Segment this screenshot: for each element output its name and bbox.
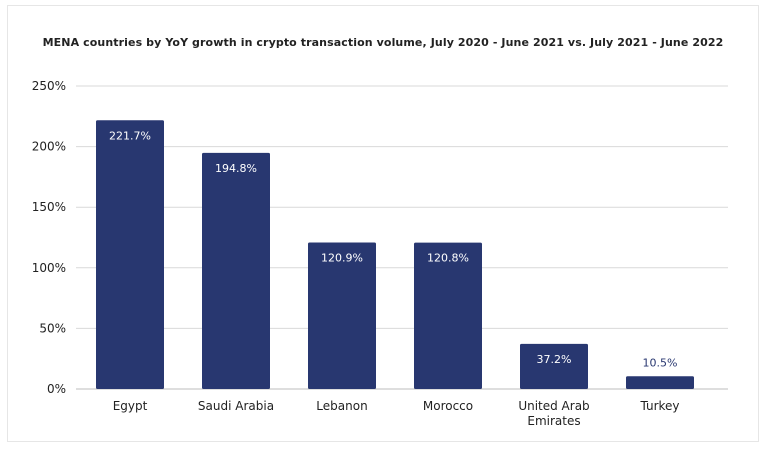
x-category-line: Lebanon xyxy=(316,399,367,413)
x-category-line: Emirates xyxy=(527,414,580,428)
bar xyxy=(626,376,694,389)
bar xyxy=(96,120,164,390)
y-tick-label: 0% xyxy=(47,382,66,396)
bars xyxy=(96,120,694,390)
gridlines xyxy=(76,85,728,390)
x-category-line: Turkey xyxy=(639,399,679,413)
data-labels: 221.7% 194.8% 120.9% 120.8% 37.2% 10.5% xyxy=(109,129,677,369)
bar xyxy=(202,152,270,389)
y-tick-label: 100% xyxy=(32,261,66,275)
x-category-line: Saudi Arabia xyxy=(198,399,274,413)
data-label: 120.9% xyxy=(321,251,363,264)
bar xyxy=(414,242,482,389)
x-category-label: United Arab Emirates xyxy=(518,399,589,428)
data-label: 221.7% xyxy=(109,129,151,142)
x-category-label: Egypt xyxy=(113,399,148,413)
y-tick-label: 50% xyxy=(39,321,66,335)
x-category-label: Lebanon xyxy=(316,399,367,413)
x-category-label: Saudi Arabia xyxy=(198,399,274,413)
data-label: 194.8% xyxy=(215,162,257,175)
x-axis-categories: Egypt Saudi Arabia Lebanon Morocco United Ar… xyxy=(113,399,680,428)
data-label: 10.5% xyxy=(643,356,678,369)
y-axis-ticks: 0% 50% 100% 150% 200% 250% xyxy=(32,79,66,396)
y-tick-label: 200% xyxy=(32,140,66,154)
y-tick-label: 150% xyxy=(32,200,66,214)
data-label: 120.8% xyxy=(427,252,469,265)
x-category-label: Turkey xyxy=(639,399,679,413)
x-category-line: United Arab xyxy=(518,399,589,413)
x-category-line: Egypt xyxy=(113,399,148,413)
y-tick-label: 250% xyxy=(32,79,66,93)
x-category-label: Morocco xyxy=(423,399,473,413)
bar xyxy=(520,343,588,389)
data-label: 37.2% xyxy=(537,353,572,366)
bar xyxy=(308,242,376,389)
x-category-line: Morocco xyxy=(423,399,473,413)
chart-title: MENA countries by YoY growth in crypto t… xyxy=(42,36,724,49)
